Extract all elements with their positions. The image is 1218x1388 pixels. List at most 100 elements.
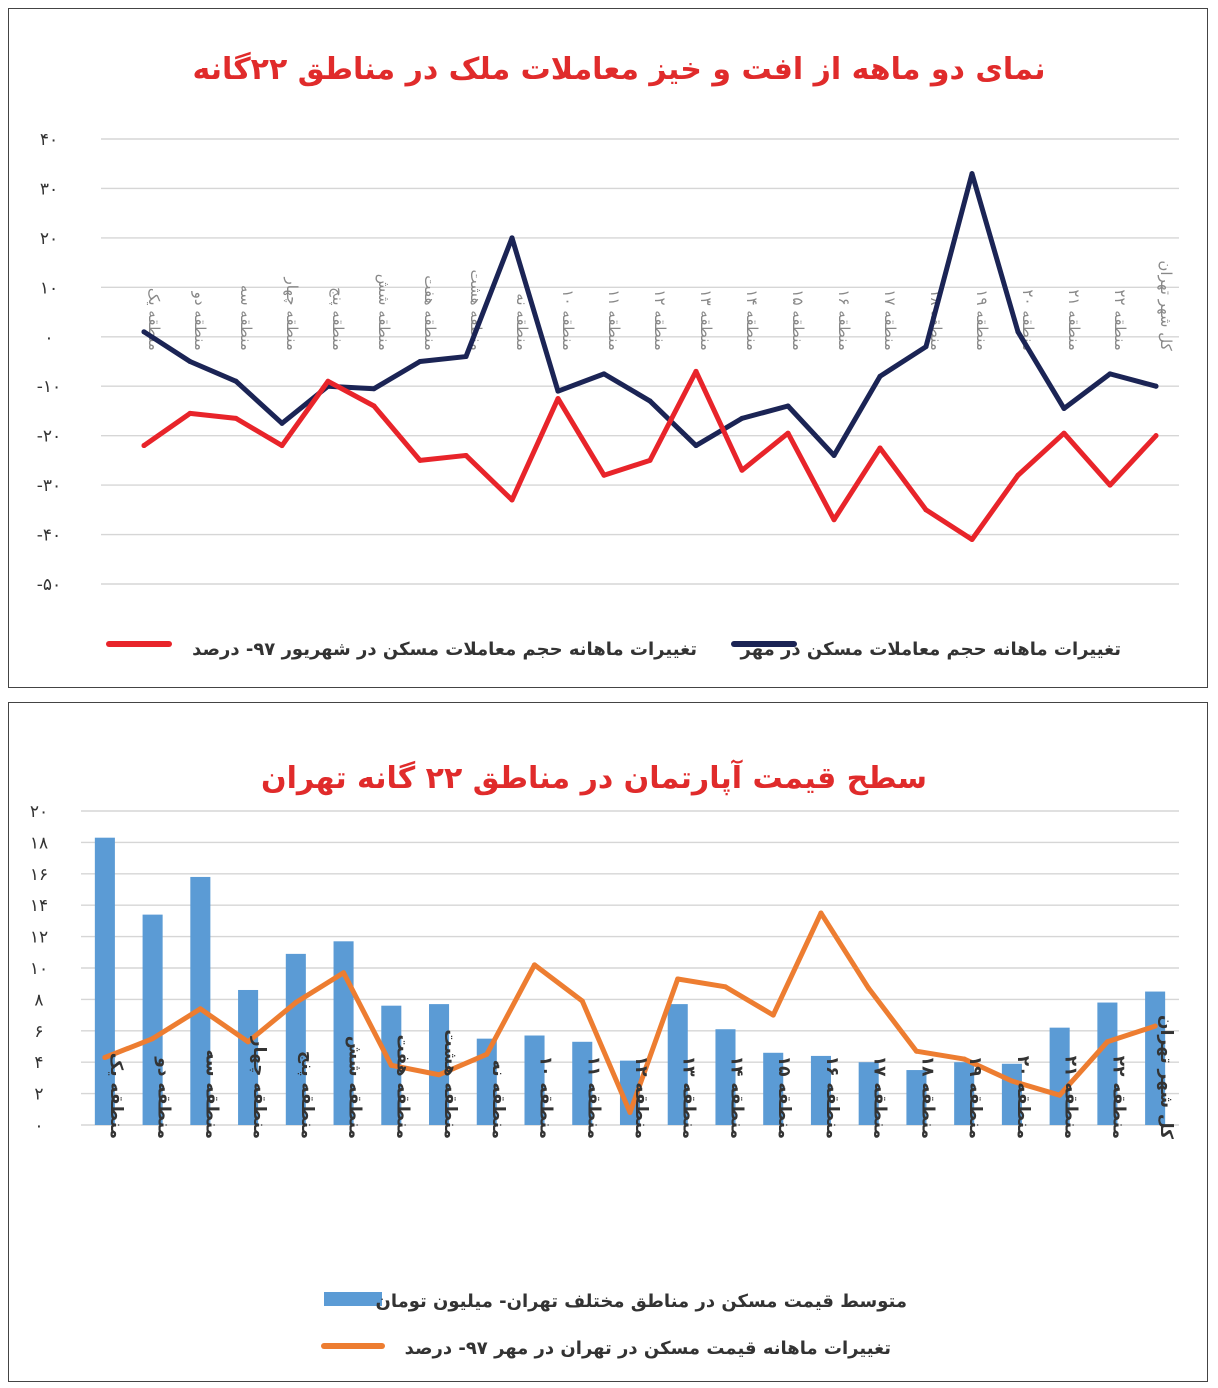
data-point (279, 420, 285, 426)
chart-title: سطح قیمت آپارتمان در مناطق ۲۲ گانه تهران (261, 759, 927, 796)
data-point (1153, 383, 1159, 389)
x-category-label: منطقه دو (154, 1056, 174, 1139)
bar (619, 1060, 641, 1125)
data-point (1153, 433, 1159, 439)
data-point (484, 1051, 490, 1057)
x-category-label: منطقه شش (345, 1036, 365, 1139)
data-point (1107, 482, 1113, 488)
data-point (969, 171, 975, 177)
x-category-label: منطقه سه (237, 285, 255, 351)
bar (524, 1035, 545, 1125)
x-category-label: منطقه نه (488, 1060, 508, 1139)
x-category-label: منطقه ۲۲ (1108, 1056, 1128, 1139)
data-point (555, 396, 561, 402)
data-point (463, 354, 469, 360)
y-tick-label: -۳۰ (37, 476, 61, 496)
data-point (371, 403, 377, 409)
y-tick-label: ۴۰ (40, 130, 58, 150)
data-point (693, 368, 699, 374)
x-category-label: کل شهر تهران (1157, 260, 1175, 351)
bar (667, 1004, 688, 1125)
data-point (877, 373, 883, 379)
data-point (197, 1006, 203, 1012)
y-tick-label: ۲ (34, 1085, 43, 1105)
x-category-label: منطقه ۱۳ (697, 289, 715, 350)
y-tick-label: ۸ (34, 990, 43, 1010)
y-tick-label: ۳۰ (40, 179, 58, 199)
bar (1049, 1027, 1070, 1125)
x-category-label: منطقه ۱۱ (583, 1056, 603, 1139)
chart-title: نمای دو ماهه از افت و خیز معاملات ملک در… (193, 51, 1046, 87)
bar (1097, 1002, 1118, 1125)
bar (476, 1038, 497, 1125)
y-tick-label: ۲۰ (30, 802, 48, 822)
y-tick-label: ۱۲ (30, 928, 48, 948)
bar (810, 1055, 831, 1125)
bar (858, 1062, 879, 1125)
bar (954, 1062, 975, 1125)
data-point (245, 1039, 251, 1045)
x-category-label: منطقه چهار (249, 1036, 269, 1139)
y-tick-label: ۰ (34, 1116, 43, 1136)
data-point (509, 235, 515, 241)
x-category-label: منطقه ۲۰ (1019, 289, 1037, 350)
x-category-label: منطقه ۱۴ (743, 289, 761, 350)
x-category-label: منطقه یک (106, 1053, 126, 1139)
x-category-label: منطقه هفت (392, 1034, 412, 1139)
y-tick-label: -۲۰ (37, 427, 61, 447)
data-point (555, 388, 561, 394)
x-category-label: منطقه ۱۷ (870, 1056, 890, 1139)
data-point (647, 457, 653, 463)
x-category-label: منطقه چهار (283, 277, 301, 351)
data-point (388, 1062, 394, 1068)
data-point (341, 970, 347, 976)
data-point (647, 398, 653, 404)
data-point (877, 445, 883, 451)
data-point (961, 1056, 967, 1062)
x-category-label: منطقه دو (191, 291, 209, 351)
data-point (831, 517, 837, 523)
y-tick-label: -۴۰ (37, 526, 61, 546)
bar (1145, 991, 1166, 1125)
data-point (579, 998, 585, 1004)
data-point (1015, 329, 1021, 335)
y-tick-label: ۶ (34, 1022, 43, 1042)
data-point (509, 497, 515, 503)
bar (906, 1070, 927, 1125)
x-category-label: منطقه ۱۰ (536, 1056, 556, 1139)
series-line-0 (141, 368, 1159, 542)
x-category-label: منطقه شش (375, 274, 393, 351)
data-point (785, 430, 791, 436)
x-category-label: منطقه سه (201, 1049, 221, 1139)
y-tick-label: ۴ (34, 1053, 43, 1073)
transactions-line-chart: نمای دو ماهه از افت و خیز معاملات ملک در… (37, 51, 1179, 660)
data-point (417, 359, 423, 364)
data-point (693, 443, 699, 449)
x-category-label: منطقه ۲۱ (1065, 289, 1083, 350)
x-category-label: منطقه ۱۶ (822, 1056, 842, 1139)
data-point (279, 443, 285, 449)
x-category-label: منطقه ۱۹ (973, 289, 991, 350)
data-point (532, 962, 538, 968)
bar (142, 914, 163, 1125)
data-point (675, 976, 681, 982)
x-category-label: منطقه ۲۱ (1061, 1056, 1081, 1139)
data-point (102, 1054, 108, 1060)
x-category-label: منطقه ۱۰ (559, 289, 577, 350)
chart-panel-transactions: نمای دو ماهه از افت و خیز معاملات ملک در… (8, 8, 1208, 688)
x-category-label: کل شهر تهران (1156, 1015, 1176, 1139)
bar (238, 989, 259, 1125)
x-category-label: منطقه ۱۳ (679, 1056, 699, 1139)
data-point (1107, 371, 1113, 377)
y-tick-label: ۲۰ (40, 229, 58, 249)
data-point (601, 472, 607, 478)
y-tick-label: -۵۰ (37, 575, 61, 595)
x-category-label: منطقه پنج (328, 287, 347, 351)
bar (190, 876, 211, 1125)
data-point (1009, 1078, 1015, 1084)
data-point (1104, 1039, 1110, 1045)
x-category-label: منطقه ۲۲ (1111, 289, 1129, 350)
bar (572, 1041, 593, 1125)
data-point (417, 457, 423, 463)
x-category-label: منطقه هشت (467, 269, 485, 350)
